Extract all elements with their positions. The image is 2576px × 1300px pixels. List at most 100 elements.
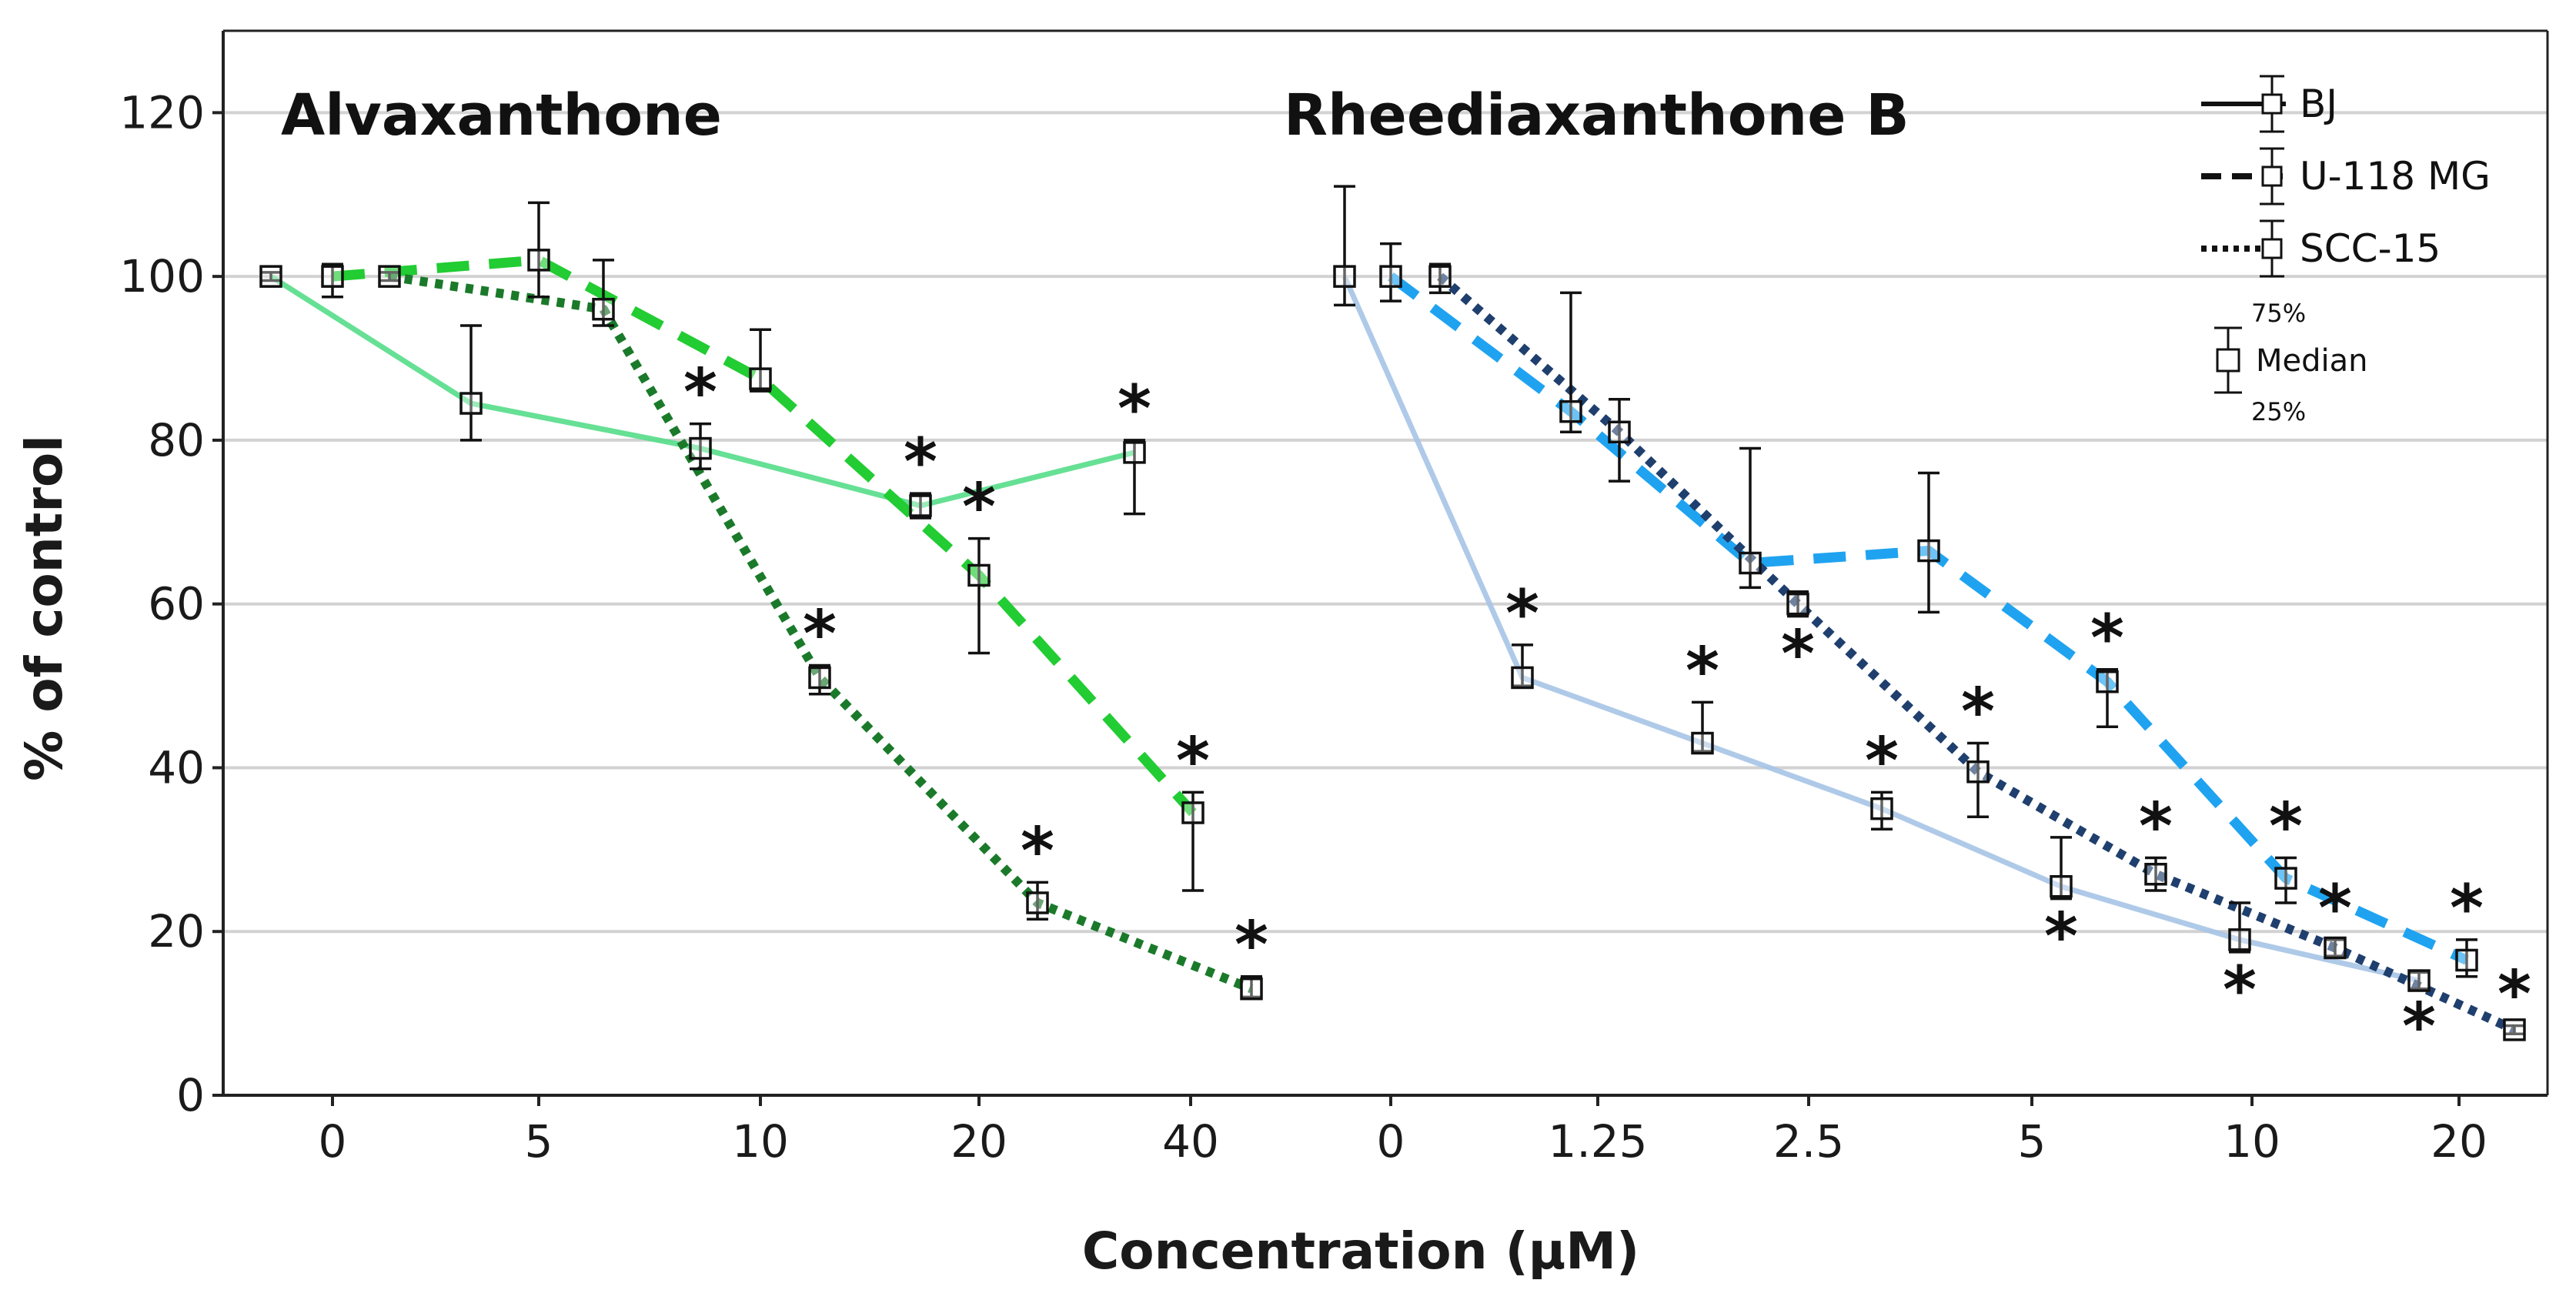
- legend-label: BJ: [2300, 82, 2337, 126]
- significance-star: *: [1961, 674, 1995, 750]
- legend: BJ U-118 MG SCC-15 75% Median 25%: [2201, 75, 2491, 426]
- significance-star: *: [1176, 723, 1210, 798]
- median-marker: [1026, 891, 1049, 914]
- y-tick-label: 20: [148, 905, 205, 957]
- median-marker: [459, 392, 483, 415]
- legend-label: U-118 MG: [2300, 154, 2491, 199]
- median-marker: [1511, 666, 1534, 690]
- median-marker: [1123, 441, 1146, 464]
- significance-star: *: [2402, 989, 2436, 1064]
- series-line: [1388, 272, 2469, 965]
- median-marker: [1428, 265, 1452, 288]
- median-marker: [689, 436, 712, 460]
- legend-label: SCC-15: [2300, 226, 2441, 271]
- legend-box: [2261, 165, 2283, 187]
- significance-star: *: [1781, 617, 1815, 692]
- y-tick-label: 40: [148, 741, 205, 794]
- y-tick-label: 0: [176, 1069, 205, 1121]
- median-marker: [2144, 863, 2167, 886]
- x-tick-label: 5: [525, 1115, 553, 1168]
- median-marker: [1917, 539, 1940, 563]
- key-box: [2216, 348, 2240, 373]
- significance-star: *: [1505, 576, 1539, 651]
- x-axis-label: Concentration (µM): [1082, 1221, 1639, 1281]
- median-marker: [1608, 420, 1631, 444]
- significance-star: *: [1235, 907, 1268, 983]
- median-marker: [527, 249, 550, 272]
- median-marker: [1333, 265, 1356, 288]
- x-tick-label: 0: [1377, 1115, 1405, 1168]
- median-marker: [1786, 592, 1809, 616]
- data-marks: [259, 185, 2526, 1041]
- gridlines: [223, 111, 2548, 934]
- x-tick-label: 0: [319, 1115, 347, 1168]
- key-lower-label: 25%: [2251, 397, 2306, 426]
- median-marker: [2324, 936, 2347, 960]
- median-marker: [2407, 969, 2431, 992]
- median-marker: [2050, 874, 2073, 898]
- median-marker: [1559, 399, 1582, 423]
- panel-title: Rheediaxanthone B: [1284, 82, 1909, 149]
- significance-star: *: [2497, 957, 2531, 1032]
- median-marker: [2455, 948, 2478, 972]
- series-lines: [269, 255, 2517, 1034]
- significance-star: *: [2044, 899, 2078, 974]
- y-tick-label: 80: [148, 414, 205, 466]
- median-marker: [2274, 867, 2297, 890]
- median-marker: [259, 265, 282, 288]
- key-median-label: Median: [2256, 343, 2368, 379]
- panel-title: Alvaxanthone: [281, 82, 722, 149]
- median-marker: [1966, 760, 1990, 784]
- median-marker: [2096, 670, 2119, 693]
- median-marker: [1181, 801, 1204, 824]
- median-marker: [749, 367, 772, 390]
- significance-star: *: [2090, 600, 2124, 676]
- significance-star: *: [1686, 633, 1719, 708]
- significance-star: *: [1021, 813, 1054, 888]
- median-marker: [2503, 1018, 2526, 1041]
- x-tick-label: 1.25: [1548, 1115, 1647, 1168]
- series-line: [1437, 272, 2517, 1034]
- key-upper-label: 75%: [2251, 299, 2306, 328]
- series-line: [389, 272, 1254, 994]
- median-marker: [1870, 797, 1893, 820]
- x-tick-label: 10: [732, 1115, 789, 1168]
- significance-star: *: [904, 424, 937, 500]
- median-marker: [1379, 265, 1402, 288]
- x-tick-label: 5: [2018, 1115, 2046, 1168]
- legend-box: [2261, 93, 2283, 115]
- significance-star: *: [2269, 788, 2303, 864]
- x-tick-label: 2.5: [1773, 1115, 1844, 1168]
- y-tick-label: 60: [148, 578, 205, 630]
- significance-star: *: [962, 470, 996, 545]
- significance-star: *: [1865, 723, 1899, 798]
- significance-star: *: [683, 355, 717, 430]
- median-marker: [378, 265, 401, 288]
- x-tick-label: 10: [2224, 1115, 2280, 1168]
- median-marker: [1739, 551, 1762, 575]
- median-marker: [1691, 731, 1714, 755]
- significance-star: *: [2223, 952, 2257, 1028]
- series-line: [332, 255, 1197, 817]
- median-marker: [967, 563, 991, 587]
- median-marker: [909, 494, 932, 517]
- y-axis-label: % of control: [15, 435, 74, 781]
- y-tick-label: 120: [119, 86, 205, 139]
- significance-star: *: [2139, 788, 2173, 864]
- significance-star: *: [1118, 371, 1151, 446]
- legend-box: [2261, 238, 2283, 259]
- x-tick-label: 20: [2431, 1115, 2487, 1168]
- axes: 0 20 40 60 80 100 120 0 5 10 20 40 Alvaxanthone 0 1.25…: [119, 29, 2549, 1168]
- significance-star: *: [803, 596, 837, 671]
- median-marker: [2228, 928, 2251, 951]
- x-tick-label: 20: [951, 1115, 1007, 1168]
- median-marker: [1240, 977, 1263, 1001]
- median-marker: [808, 666, 831, 690]
- significance-markers: ************* *********: [683, 355, 2531, 1064]
- median-marker: [321, 265, 344, 288]
- x-tick-label: 40: [1162, 1115, 1219, 1168]
- median-marker: [592, 297, 615, 321]
- significance-star: *: [2450, 871, 2484, 946]
- y-tick-label: 100: [119, 250, 205, 302]
